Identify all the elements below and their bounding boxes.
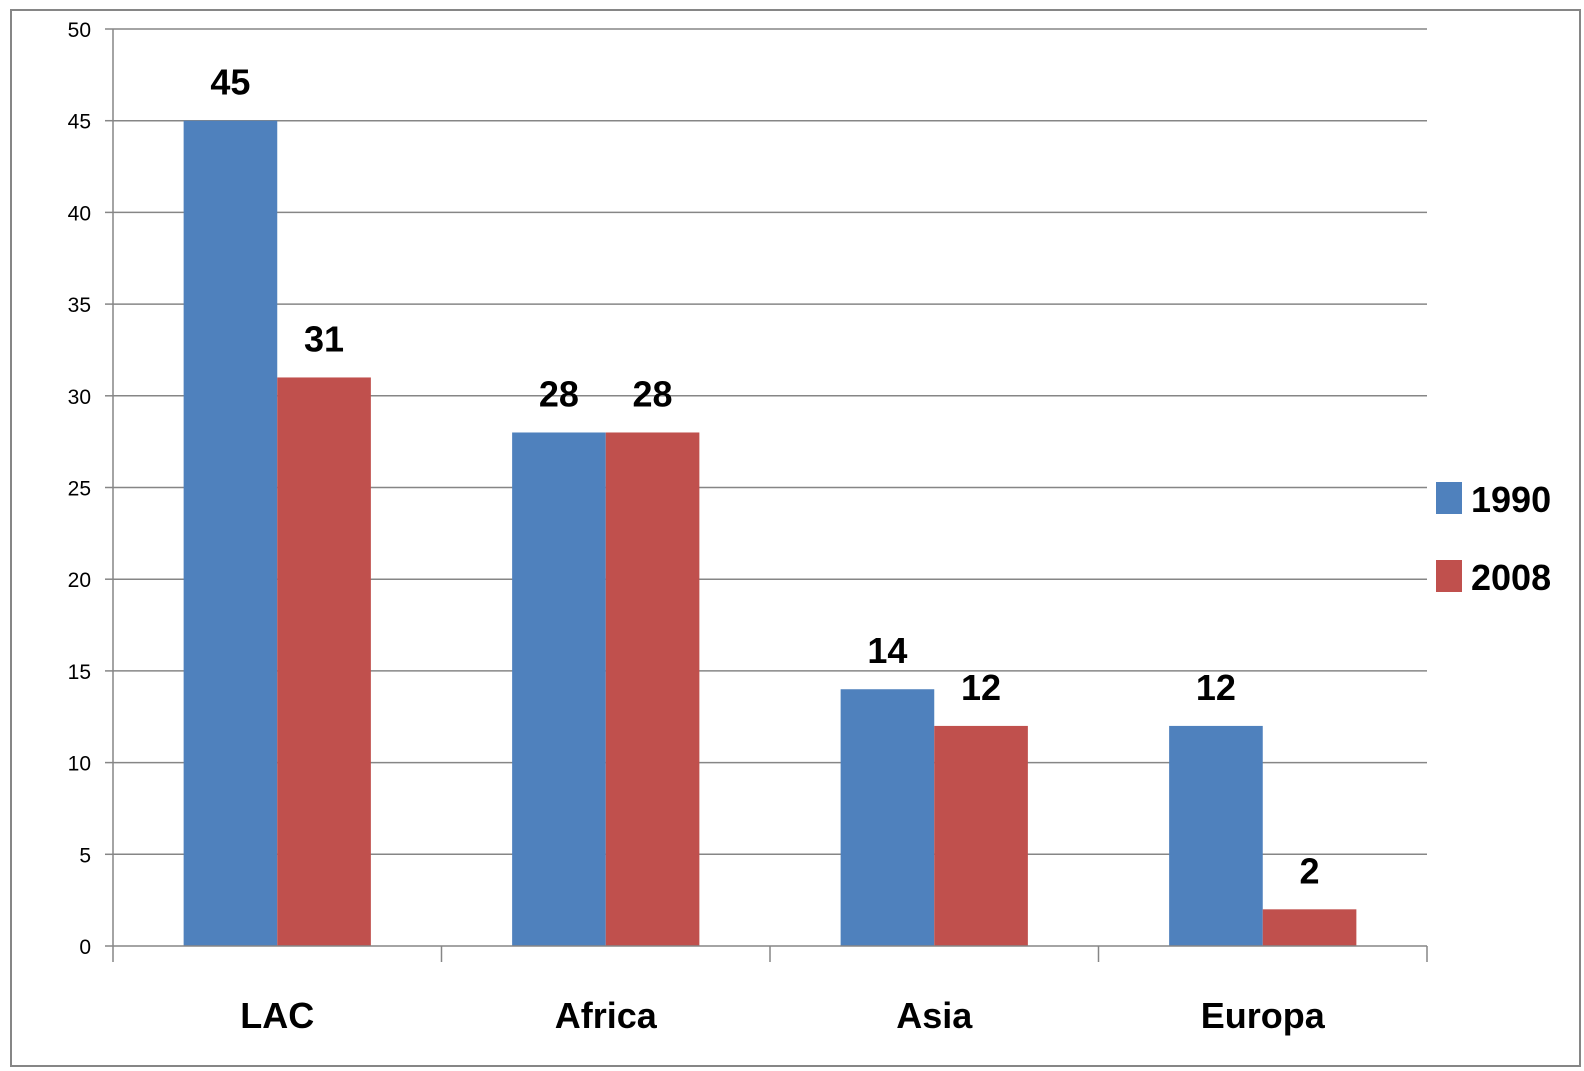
- bar-2008-europa: [1262, 909, 1357, 946]
- x-category-label: Europa: [1201, 995, 1326, 1036]
- y-tick-label: 25: [68, 478, 91, 501]
- bar-2008-asia: [934, 725, 1028, 946]
- bar-2008-africa: [605, 432, 700, 947]
- y-tick-label: 10: [68, 753, 91, 776]
- y-tick-label: 5: [79, 844, 91, 867]
- y-tick-label: 20: [68, 569, 91, 592]
- legend-label: 1990: [1471, 479, 1551, 520]
- y-tick-label: 30: [68, 386, 91, 409]
- bar-1990-lac: [183, 120, 278, 946]
- bar-2008-lac: [277, 377, 371, 947]
- legend-swatch-2008: [1436, 560, 1462, 592]
- data-labels: 45 31 28 28 14 12 12 2: [210, 62, 1319, 892]
- bar-1990-asia: [840, 689, 935, 946]
- data-label: 28: [633, 373, 673, 414]
- y-tick-label: 0: [79, 936, 91, 959]
- bar-1990-africa: [512, 432, 606, 947]
- data-label: 12: [961, 667, 1001, 708]
- data-label: 45: [210, 62, 250, 103]
- y-tick-label: 40: [68, 202, 91, 225]
- bar-1990-europa: [1169, 725, 1263, 946]
- bars: [183, 120, 1357, 947]
- legend: 1990 2008: [1436, 479, 1551, 598]
- data-label: 2: [1300, 850, 1320, 891]
- x-category-label: Africa: [555, 995, 658, 1036]
- data-label: 14: [867, 630, 907, 671]
- data-label: 28: [539, 373, 579, 414]
- legend-swatch-1990: [1436, 482, 1462, 514]
- y-tick-label: 50: [68, 19, 91, 42]
- axes: 0 5 10 15 20 25 30 35 40 45 50 LAC Africa Asia Europa: [68, 19, 1428, 1036]
- x-category-label: LAC: [240, 995, 314, 1036]
- y-tick-label: 35: [68, 294, 91, 317]
- y-tick-label: 45: [68, 111, 91, 134]
- x-category-label: Asia: [896, 995, 973, 1036]
- data-label: 31: [304, 318, 344, 359]
- y-tick-label: 15: [68, 661, 91, 684]
- legend-label: 2008: [1471, 557, 1551, 598]
- data-label: 12: [1196, 667, 1236, 708]
